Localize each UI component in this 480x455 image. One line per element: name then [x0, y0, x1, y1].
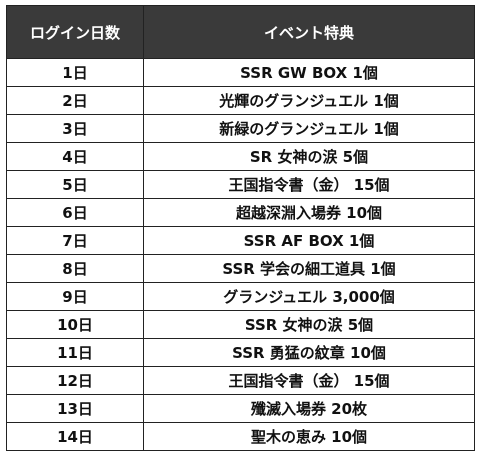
- day-cell: 11日: [6, 338, 144, 367]
- day-cell: 13日: [6, 394, 144, 423]
- reward-cell: SSR 勇猛の紋章 10個: [143, 338, 475, 367]
- day-cell: 10日: [6, 310, 144, 339]
- table-row: 11日 SSR 勇猛の紋章 10個: [6, 338, 475, 367]
- day-cell: 12日: [6, 366, 144, 395]
- day-cell: 5日: [6, 170, 144, 199]
- table-row: 2日 光輝のグランジュエル 1個: [6, 86, 475, 115]
- table-row: 6日 超越深淵入場券 10個: [6, 198, 475, 227]
- reward-cell: 光輝のグランジュエル 1個: [143, 86, 475, 115]
- login-rewards-table-wrap: ログイン日数 イベント特典 1日 SSR GW BOX 1個 2日 光輝のグラン…: [6, 5, 475, 451]
- table-row: 7日 SSR AF BOX 1個: [6, 226, 475, 255]
- table-row: 10日 SSR 女神の涙 5個: [6, 310, 475, 339]
- day-cell: 7日: [6, 226, 144, 255]
- day-cell: 2日: [6, 86, 144, 115]
- header-login-days: ログイン日数: [6, 5, 144, 59]
- login-rewards-table: ログイン日数 イベント特典 1日 SSR GW BOX 1個 2日 光輝のグラン…: [6, 5, 475, 451]
- reward-cell: SSR AF BOX 1個: [143, 226, 475, 255]
- header-event-reward: イベント特典: [143, 5, 475, 59]
- table-row: 3日 新緑のグランジュエル 1個: [6, 114, 475, 143]
- reward-cell: 王国指令書（金） 15個: [143, 366, 475, 395]
- reward-cell: SSR GW BOX 1個: [143, 58, 475, 87]
- reward-cell: 王国指令書（金） 15個: [143, 170, 475, 199]
- day-cell: 14日: [6, 422, 144, 451]
- day-cell: 3日: [6, 114, 144, 143]
- reward-cell: 超越深淵入場券 10個: [143, 198, 475, 227]
- day-cell: 1日: [6, 58, 144, 87]
- table-row: 1日 SSR GW BOX 1個: [6, 58, 475, 87]
- table-row: 5日 王国指令書（金） 15個: [6, 170, 475, 199]
- reward-cell: SSR 女神の涙 5個: [143, 310, 475, 339]
- table-row: 4日 SR 女神の涙 5個: [6, 142, 475, 171]
- day-cell: 4日: [6, 142, 144, 171]
- reward-cell: 聖木の恵み 10個: [143, 422, 475, 451]
- day-cell: 9日: [6, 282, 144, 311]
- day-cell: 6日: [6, 198, 144, 227]
- table-row: 13日 殲滅入場券 20枚: [6, 394, 475, 423]
- reward-cell: SR 女神の涙 5個: [143, 142, 475, 171]
- reward-cell: グランジュエル 3,000個: [143, 282, 475, 311]
- reward-cell: 新緑のグランジュエル 1個: [143, 114, 475, 143]
- table-row: 8日 SSR 学会の細工道具 1個: [6, 254, 475, 283]
- reward-cell: SSR 学会の細工道具 1個: [143, 254, 475, 283]
- header-row: ログイン日数 イベント特典: [6, 5, 475, 59]
- reward-cell: 殲滅入場券 20枚: [143, 394, 475, 423]
- table-row: 12日 王国指令書（金） 15個: [6, 366, 475, 395]
- table-row: 9日 グランジュエル 3,000個: [6, 282, 475, 311]
- table-row: 14日 聖木の恵み 10個: [6, 422, 475, 451]
- day-cell: 8日: [6, 254, 144, 283]
